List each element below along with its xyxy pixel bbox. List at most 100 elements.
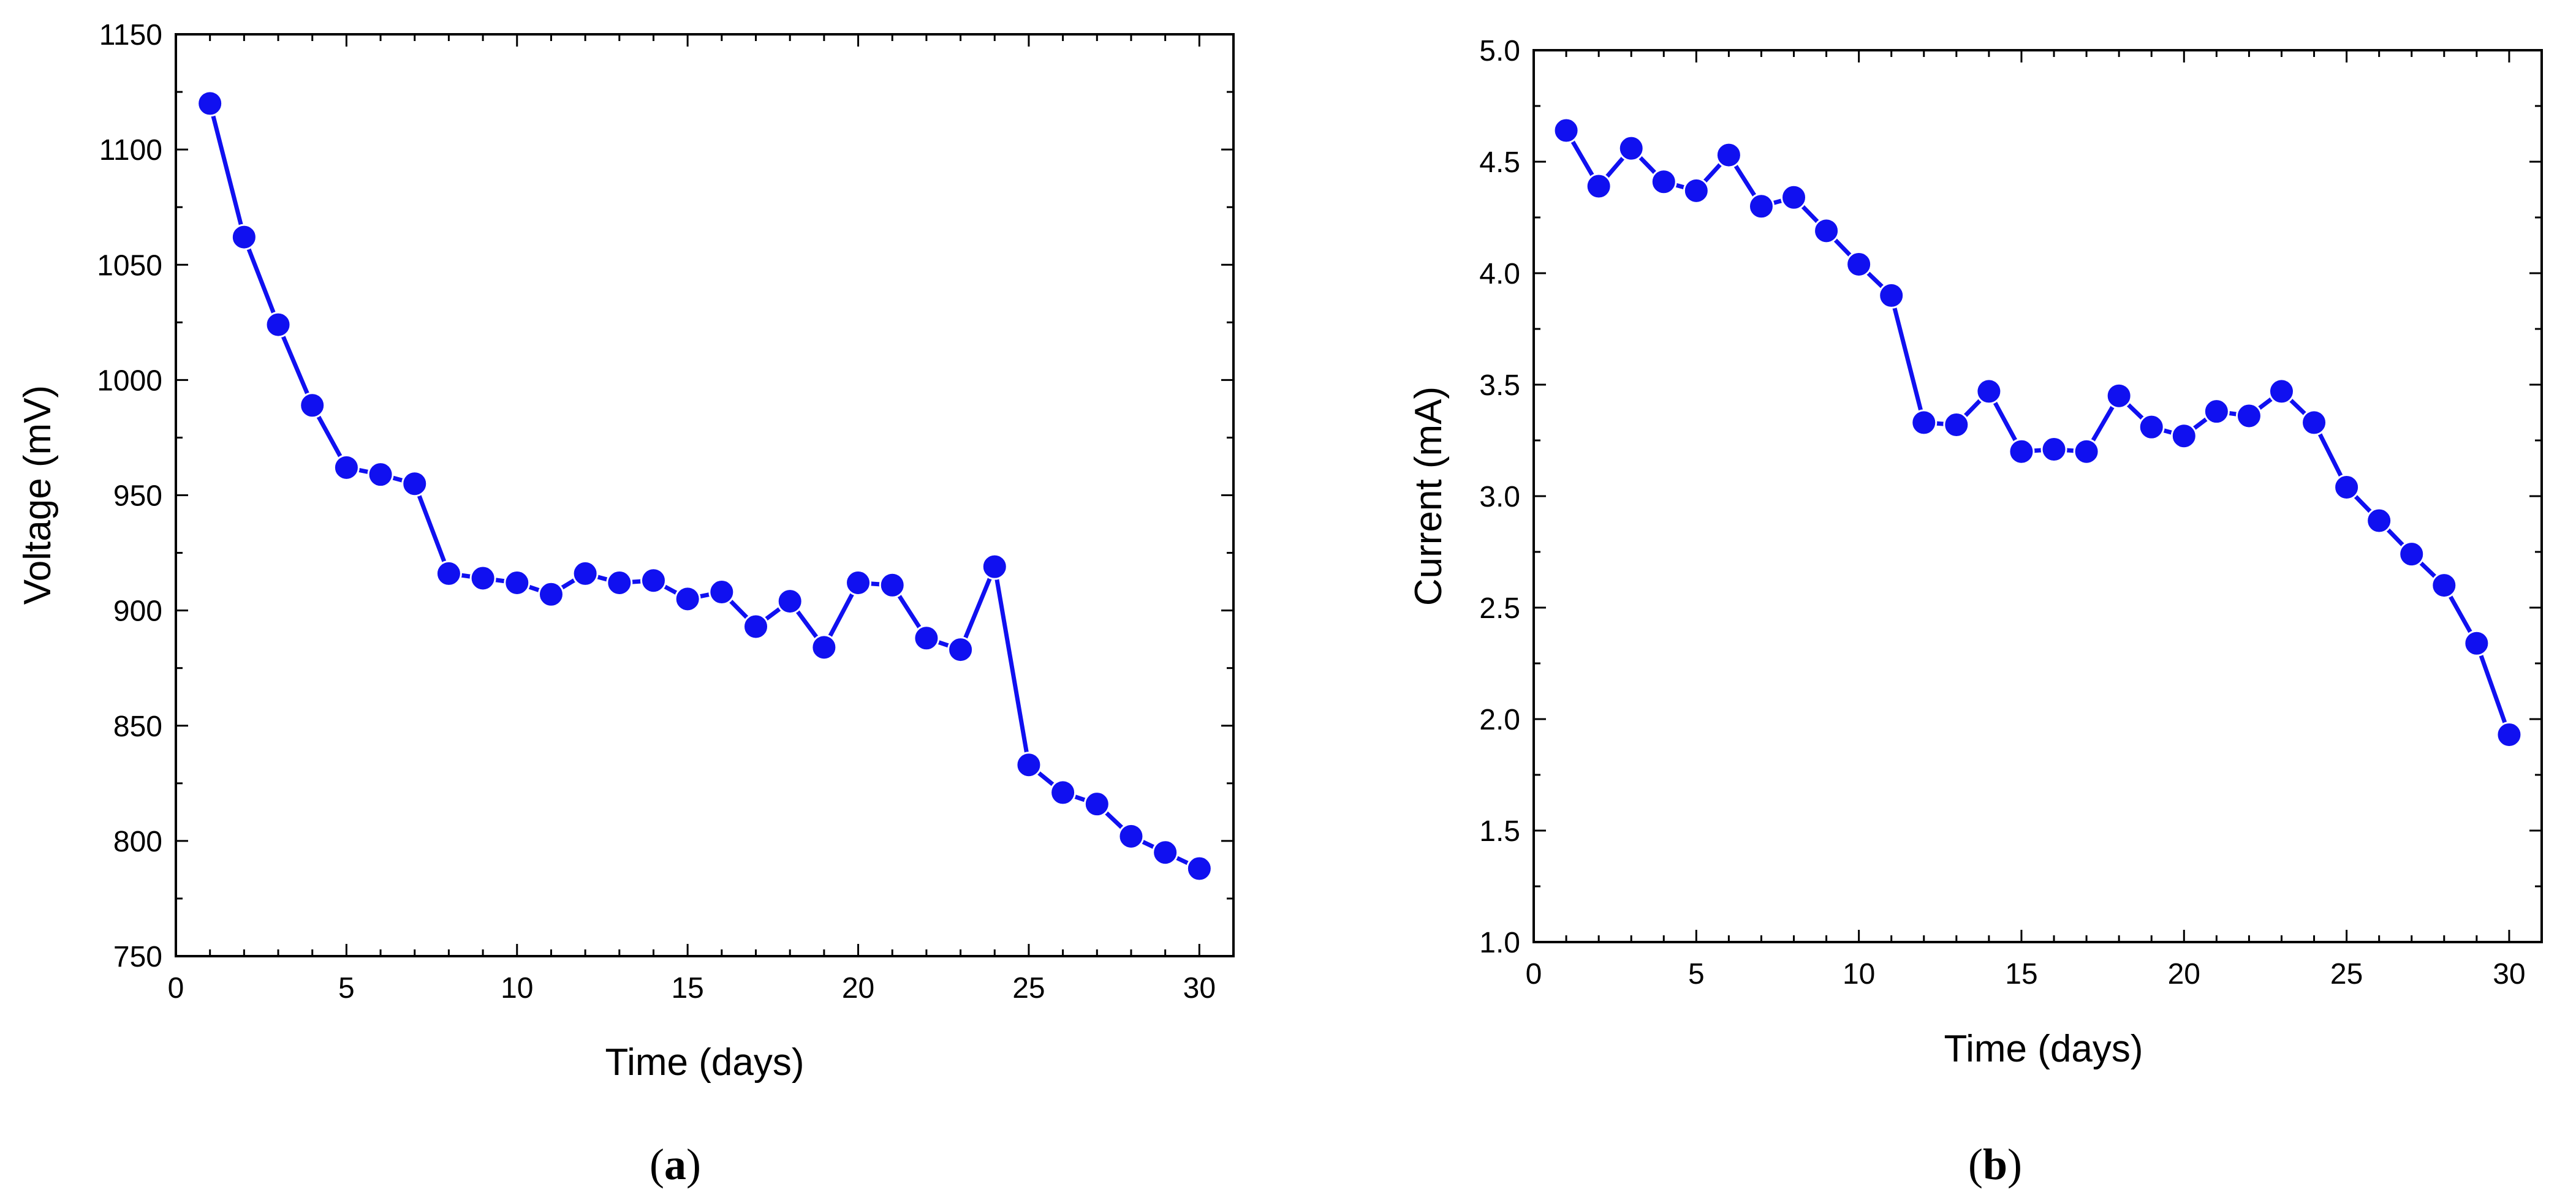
- data-point: [981, 553, 1008, 580]
- data-point: [537, 581, 564, 608]
- data-point: [1748, 193, 1775, 220]
- data-point: [776, 588, 803, 615]
- data-point: [2203, 398, 2230, 425]
- x-tick-label: 25: [2330, 958, 2363, 990]
- data-point: [674, 586, 701, 613]
- y-tick-label: 3.5: [1479, 369, 1520, 402]
- data-point: [333, 454, 360, 481]
- x-tick-label: 10: [501, 972, 533, 1005]
- data-point: [299, 392, 326, 419]
- data-point: [197, 90, 224, 117]
- data-point: [1186, 855, 1213, 882]
- y-tick-label: 1100: [99, 134, 162, 167]
- data-point: [1715, 141, 1742, 168]
- y-tick-label: 900: [113, 595, 162, 628]
- panel-caption: (b): [1968, 1140, 2022, 1189]
- x-tick-label: 5: [338, 972, 355, 1005]
- data-point: [2170, 423, 2197, 450]
- x-tick-label: 20: [2168, 958, 2200, 990]
- data-point: [2366, 507, 2393, 534]
- data-point: [1846, 251, 1873, 277]
- x-tick-label: 0: [168, 972, 184, 1005]
- y-tick-label: 1.0: [1479, 927, 1520, 959]
- y-tick-label: 1000: [97, 364, 162, 397]
- data-point: [1618, 135, 1645, 162]
- y-tick-label: 3.0: [1479, 481, 1520, 513]
- data-point: [743, 613, 770, 640]
- panel-label: a: [664, 1140, 686, 1189]
- y-tick-label: 2.0: [1479, 704, 1520, 736]
- panel-label: b: [1983, 1140, 2007, 1189]
- data-point: [1050, 779, 1077, 806]
- data-point: [606, 569, 633, 596]
- data-point: [879, 571, 906, 598]
- y-axis-title: Current (mA): [1407, 387, 1450, 606]
- data-point: [2105, 382, 2132, 409]
- x-tick-label: 5: [1688, 958, 1705, 990]
- x-tick-label: 10: [1843, 958, 1875, 990]
- data-point: [2073, 438, 2100, 465]
- data-point: [2496, 721, 2523, 748]
- panel-a: 0 5 10 15 20 25 30 750 800 850 900 950 1000 1050 1100 1…: [17, 19, 1235, 1189]
- x-tick-label: 25: [1012, 972, 1045, 1005]
- data-point: [265, 311, 292, 338]
- axis-tick-labels: 0 5 10 15 20 25 30 750 800 850 900 950 1000 1050 1100 1…: [97, 19, 1216, 1005]
- x-axis-title: Time (days): [1944, 1028, 2143, 1070]
- x-tick-label: 20: [842, 972, 874, 1005]
- data-point: [947, 636, 974, 663]
- y-tick-label: 1150: [99, 19, 162, 51]
- data-point: [1118, 823, 1145, 850]
- data-point: [1911, 409, 1938, 436]
- axis-ticks: [175, 33, 1235, 957]
- panel-b: 0 5 10 15 20 25 301.01.52.02.53.03.54.04.55.0 …: [1407, 35, 2543, 1189]
- data-point: [1015, 752, 1042, 779]
- y-tick-label: 750: [113, 941, 162, 973]
- y-tick-label: 5.0: [1479, 35, 1520, 67]
- data-point: [2398, 541, 2425, 568]
- y-tick-label: 1050: [97, 249, 162, 282]
- x-tick-label: 0: [1526, 958, 1542, 990]
- x-tick-label: 30: [1183, 972, 1216, 1005]
- data-point: [2431, 572, 2458, 599]
- data-point: [367, 461, 394, 488]
- panel-caption: (a): [650, 1140, 701, 1189]
- y-tick-label: 4.0: [1479, 258, 1520, 290]
- data-point: [1553, 117, 1580, 144]
- data-series: [197, 90, 1213, 882]
- data-point: [640, 567, 667, 594]
- y-tick-label: 2.5: [1479, 592, 1520, 625]
- data-point: [469, 565, 496, 592]
- data-point: [1943, 412, 1970, 439]
- data-point: [845, 569, 872, 596]
- data-point: [2463, 630, 2490, 657]
- axis-tick-labels: 0 5 10 15 20 25 30 1.0 1.5 2.0 2.5 3.0 3.5 4.0 4.5 5.0: [1479, 35, 2525, 990]
- data-point: [2008, 438, 2035, 465]
- plot-frame: [1532, 49, 2543, 943]
- x-tick-label: 30: [2493, 958, 2525, 990]
- data-point: [2235, 402, 2262, 429]
- y-tick-label: 4.5: [1479, 146, 1520, 179]
- data-series: [1553, 117, 2523, 748]
- data-point: [572, 560, 599, 587]
- data-point: [1650, 168, 1677, 195]
- x-tick-label: 15: [2005, 958, 2037, 990]
- data-point: [913, 625, 940, 652]
- data-point: [708, 579, 735, 606]
- y-tick-label: 1.5: [1479, 815, 1520, 848]
- data-point: [230, 224, 257, 251]
- y-axis-title: Voltage (mV): [17, 385, 59, 605]
- data-point: [2333, 473, 2360, 500]
- series-line: [1564, 129, 2512, 736]
- data-point: [504, 569, 531, 596]
- data-point: [1083, 791, 1110, 818]
- data-point: [1152, 839, 1179, 866]
- x-tick-label: 15: [671, 972, 703, 1005]
- data-point: [811, 634, 838, 661]
- data-point: [435, 560, 462, 587]
- axis-ticks: [1532, 49, 2543, 943]
- data-point: [1813, 217, 1840, 244]
- data-point: [1683, 177, 1710, 204]
- y-tick-label: 850: [113, 711, 162, 743]
- plot-frame: [175, 33, 1235, 957]
